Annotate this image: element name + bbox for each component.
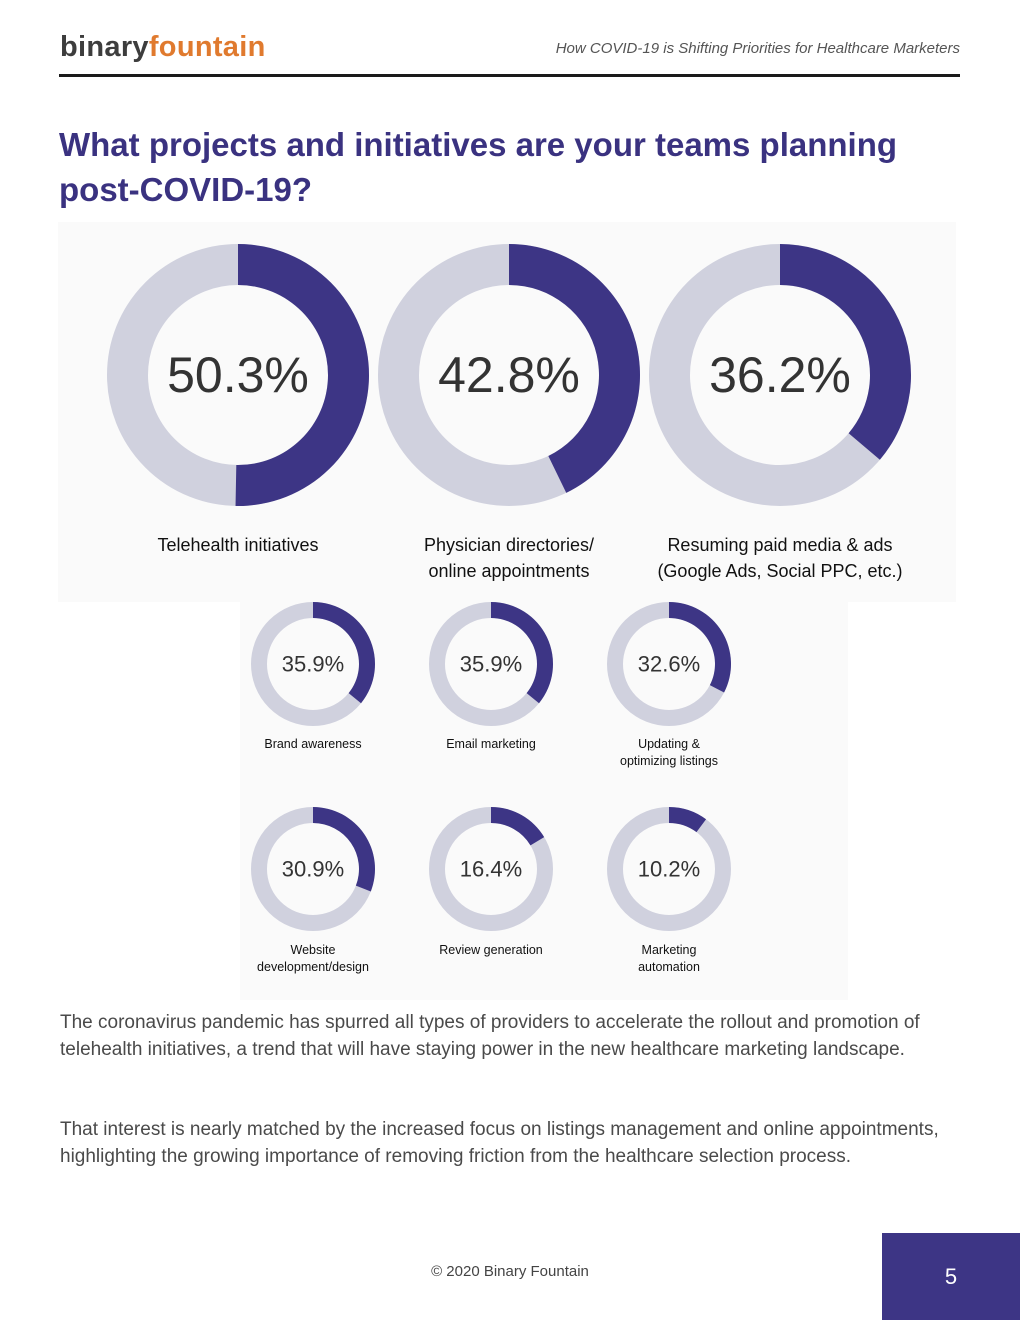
donut-chart: 10.2% Marketing automation <box>607 807 731 974</box>
page-number: 5 <box>944 1263 958 1289</box>
paragraph-2: That interest is nearly matched by the i… <box>60 1119 939 1167</box>
donut-value-label: 35.9% <box>282 652 344 677</box>
donut-value-label: 30.9% <box>282 857 344 882</box>
donut-value-label: 36.2% <box>709 347 851 403</box>
header-rule <box>59 74 960 77</box>
page-number-box: 5 <box>882 1233 1020 1320</box>
donut-chart: 50.3% Telehealth initiatives <box>107 244 370 555</box>
donut-value-arc <box>509 244 640 493</box>
donut-value-label: 10.2% <box>638 857 700 882</box>
donut-value-arc <box>313 602 375 704</box>
donut-category-label: Email marketing <box>446 737 536 751</box>
footer-copyright: © 2020 Binary Fountain <box>431 1263 589 1280</box>
donut-category-label: Updating & <box>638 737 701 751</box>
donut-value-arc <box>669 807 707 833</box>
page-heading-line-1: What projects and initiatives are your t… <box>59 126 898 163</box>
donut-value-label: 35.9% <box>460 652 522 677</box>
donut-chart: 42.8% Physician directories/online appoin… <box>378 244 640 581</box>
logo-part-binary: binary <box>60 31 149 63</box>
donut-category-label: Resuming paid media & ads <box>667 535 892 555</box>
donut-value-label: 42.8% <box>438 347 580 403</box>
donut-category-label: Brand awareness <box>264 737 361 751</box>
donut-value-label: 16.4% <box>460 857 522 882</box>
donut-category-label: Review generation <box>439 943 543 957</box>
donut-category-label: (Google Ads, Social PPC, etc.) <box>657 561 902 581</box>
donut-value-label: 32.6% <box>638 652 700 677</box>
donut-value-arc <box>235 244 370 506</box>
logo-part-fountain: fountain <box>148 31 266 63</box>
page-heading: What projects and initiatives are your t… <box>59 122 959 212</box>
donut-category-label: Physician directories/ <box>424 535 594 555</box>
donut-value-arc <box>491 602 554 704</box>
running-title: How COVID-19 is Shifting Priorities for … <box>555 40 960 57</box>
page-heading-line-2: post-COVID-19? <box>59 171 313 208</box>
donut-category-label: Marketing <box>642 943 697 957</box>
donut-value-label: 50.3% <box>167 347 309 403</box>
donut-chart: 35.9% Brand awareness <box>251 602 375 751</box>
donut-category-label: optimizing listings <box>620 754 718 768</box>
donut-chart: 36.2% Resuming paid media & ads (Google Ad… <box>649 244 911 581</box>
donut-category-label: automation <box>638 960 700 974</box>
donut-value-arc <box>669 602 731 693</box>
donut-chart: 32.6% Updating & optimizing listings <box>607 602 731 768</box>
donut-category-label: Website <box>291 943 336 957</box>
donut-chart: 30.9% Website development/design <box>251 807 375 974</box>
donut-category-label: Telehealth initiatives <box>157 535 318 555</box>
donut-value-arc <box>313 807 375 892</box>
donut-category-label: development/design <box>257 960 369 974</box>
donut-value-arc <box>491 807 545 846</box>
brand-logo: binaryfountain <box>60 31 266 64</box>
donut-chart: 35.9% Email marketing <box>429 602 554 751</box>
donut-chart: 16.4% Review generation <box>429 807 553 957</box>
donut-charts: 50.3% Telehealth initiatives 42.8% Physicia… <box>107 244 911 974</box>
donut-value-arc <box>780 244 911 460</box>
donut-category-label: online appointments <box>428 561 589 581</box>
paragraph-1: The coronavirus pandemic has spurred all… <box>60 1012 920 1060</box>
